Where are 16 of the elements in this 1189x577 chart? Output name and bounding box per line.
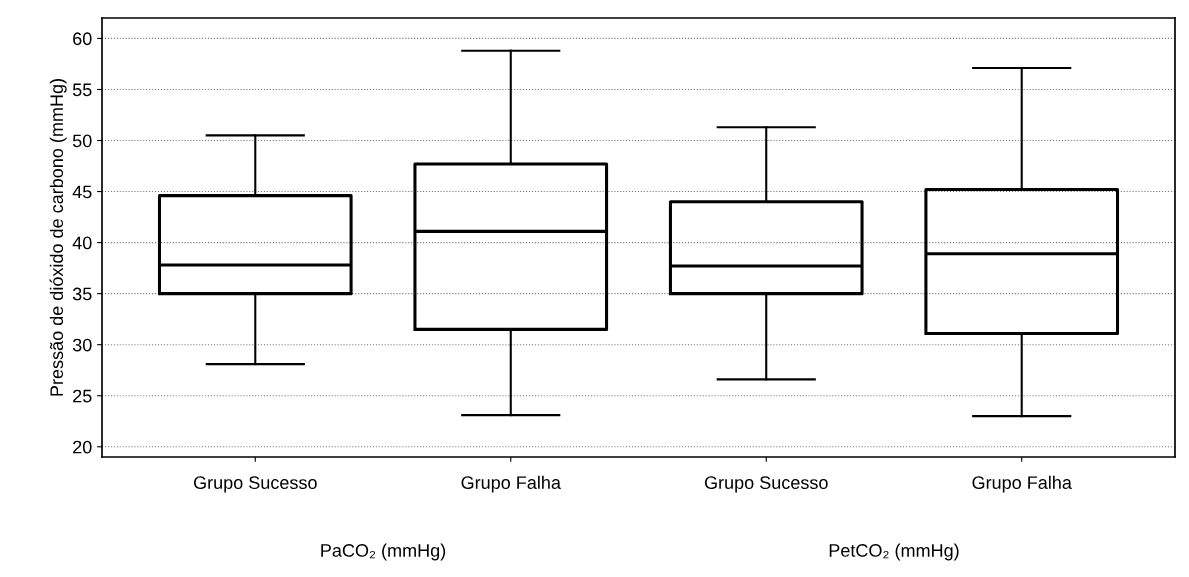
y-tick-label: 30 [72,338,92,352]
x-tick-label: Grupo Sucesso [704,476,828,493]
y-tick-label: 50 [72,134,92,148]
y-tick-label: 60 [73,32,92,46]
y-tick-label: 55 [72,83,92,97]
y-tick-label: 40 [72,236,92,250]
x-tick-label: Grupo Falha [461,475,561,493]
text: PetCO₂ (mmHg) [829,543,959,561]
y-tick-label: 35 [72,287,92,301]
y-tick-label: 45 [72,185,92,199]
y-tick-label: 25 [73,389,92,403]
y-tick-label: 20 [73,440,92,454]
x-tick-label: Grupo Falha [972,475,1072,493]
x-tick-label: Grupo Sucesso [193,476,317,493]
y-axis-title: Pressão de dióxido de carbono (mmHg) [49,79,67,396]
text: PaCO₂ (mmHg) [321,543,446,561]
